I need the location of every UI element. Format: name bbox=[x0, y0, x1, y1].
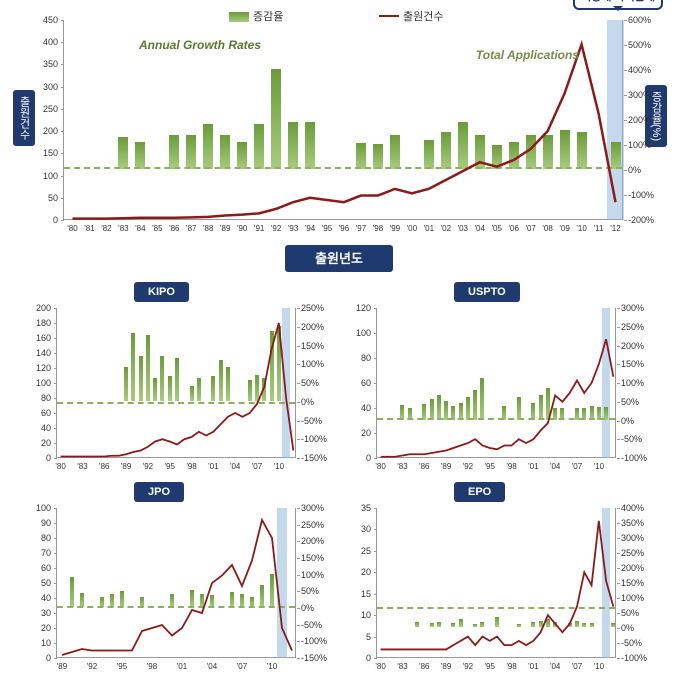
annotation-apps: Total Applications bbox=[476, 48, 579, 62]
plot-jpo: 0102030405060708090100-150%-100%-50%0%50… bbox=[56, 508, 296, 658]
bottom-axis-label: 출원년도 bbox=[285, 245, 393, 272]
chart-kipo: KIPO020406080100120140160180200-150%-100… bbox=[24, 288, 334, 478]
plot-epo: 05101520253035-100%-50%0%50%100%150%200%… bbox=[376, 508, 616, 658]
left-axis-label: 출원건수 bbox=[13, 90, 35, 146]
main-chart: 출원건수 증감율(%) 미공개 특허존재 0501001502002503003… bbox=[19, 10, 659, 240]
callout-box: 미공개 특허존재 bbox=[573, 0, 663, 10]
chip-jpo: JPO bbox=[134, 482, 184, 502]
chip-uspto: USPTO bbox=[454, 282, 520, 302]
legend-bars: 증감율 bbox=[229, 8, 283, 24]
chip-epo: EPO bbox=[454, 482, 505, 502]
chip-kipo: KIPO bbox=[134, 282, 189, 302]
small-charts-grid: KIPO020406080100120140160180200-150%-100… bbox=[9, 288, 669, 678]
legend-line: 출원건수 bbox=[379, 8, 443, 24]
chart-jpo: JPO0102030405060708090100-150%-100%-50%0… bbox=[24, 488, 334, 678]
plot-kipo: 020406080100120140160180200-150%-100%-50… bbox=[56, 308, 296, 458]
chart-uspto: USPTO020406080100120-100%-50%0%50%100%15… bbox=[344, 288, 654, 478]
chart-epo: EPO05101520253035-100%-50%0%50%100%150%2… bbox=[344, 488, 654, 678]
plot-uspto: 020406080100120-100%-50%0%50%100%150%200… bbox=[376, 308, 616, 458]
annotation-growth: Annual Growth Rates bbox=[139, 38, 261, 52]
